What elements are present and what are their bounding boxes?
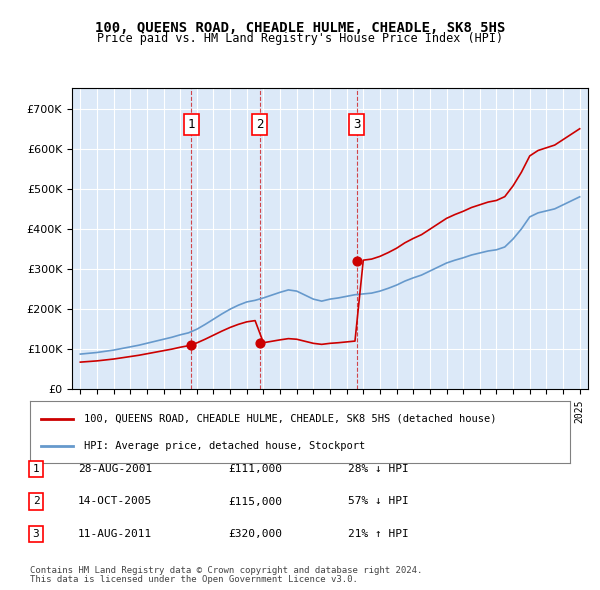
Text: 21% ↑ HPI: 21% ↑ HPI (348, 529, 409, 539)
Text: £111,000: £111,000 (228, 464, 282, 474)
Text: HPI: Average price, detached house, Stockport: HPI: Average price, detached house, Stoc… (84, 441, 365, 451)
Text: 2: 2 (256, 118, 263, 131)
Text: 28-AUG-2001: 28-AUG-2001 (78, 464, 152, 474)
Text: £115,000: £115,000 (228, 497, 282, 506)
Point (255, 339, 265, 348)
Text: Price paid vs. HM Land Registry's House Price Index (HPI): Price paid vs. HM Land Registry's House … (97, 32, 503, 45)
Text: 14-OCT-2005: 14-OCT-2005 (78, 497, 152, 506)
Text: 1: 1 (32, 464, 40, 474)
Text: 11-AUG-2011: 11-AUG-2011 (78, 529, 152, 539)
Point (186, 340, 196, 350)
Text: 28% ↓ HPI: 28% ↓ HPI (348, 464, 409, 474)
Point (352, 256, 362, 266)
Text: This data is licensed under the Open Government Licence v3.0.: This data is licensed under the Open Gov… (30, 575, 358, 584)
Text: 100, QUEENS ROAD, CHEADLE HULME, CHEADLE, SK8 5HS (detached house): 100, QUEENS ROAD, CHEADLE HULME, CHEADLE… (84, 414, 497, 424)
Text: Contains HM Land Registry data © Crown copyright and database right 2024.: Contains HM Land Registry data © Crown c… (30, 566, 422, 575)
Text: £320,000: £320,000 (228, 529, 282, 539)
Text: 100, QUEENS ROAD, CHEADLE HULME, CHEADLE, SK8 5HS: 100, QUEENS ROAD, CHEADLE HULME, CHEADLE… (95, 21, 505, 35)
Text: 2: 2 (32, 497, 40, 506)
Text: 3: 3 (32, 529, 40, 539)
Text: 1: 1 (187, 118, 195, 131)
Text: 57% ↓ HPI: 57% ↓ HPI (348, 497, 409, 506)
Text: 3: 3 (353, 118, 361, 131)
